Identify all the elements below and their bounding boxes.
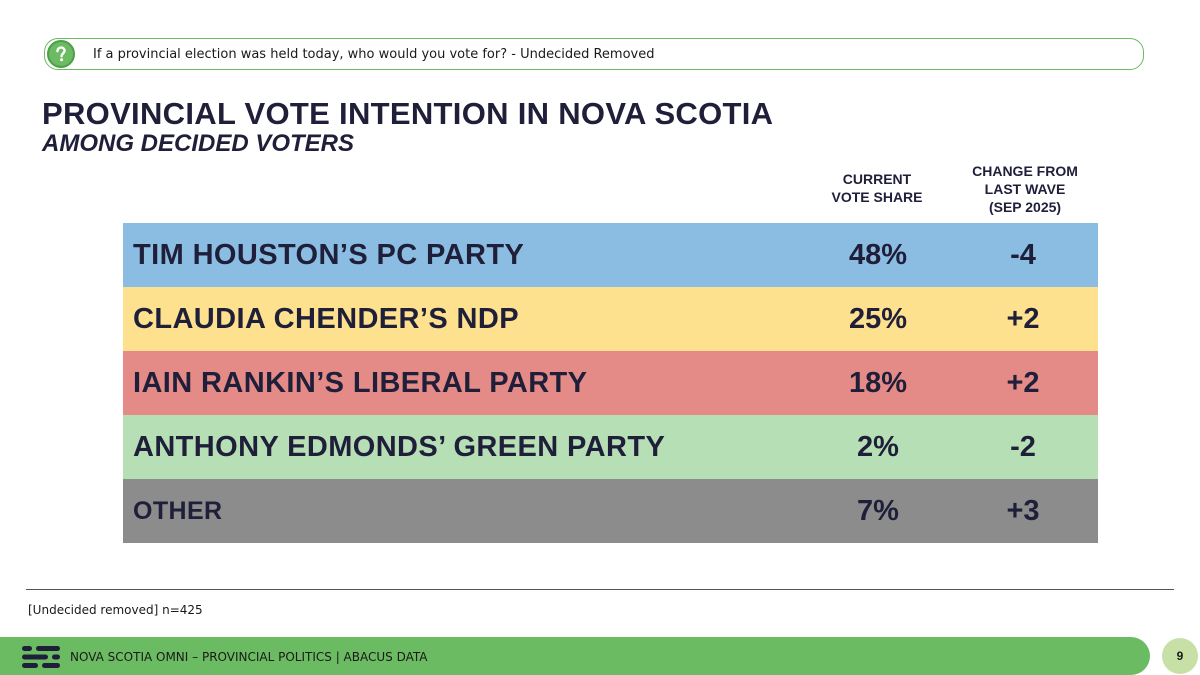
table-row-other: OTHER 7% +3 <box>123 479 1098 543</box>
party-label: ANTHONY EDMONDS’ GREEN PARTY <box>133 430 666 463</box>
page-number: 9 <box>1162 638 1198 674</box>
column-header-vote-share: CURRENT VOTE SHARE <box>812 170 942 206</box>
column-header-line: VOTE SHARE <box>831 189 923 205</box>
column-header-line: CHANGE FROM <box>972 163 1078 179</box>
party-label: TIM HOUSTON’S PC PARTY <box>133 238 525 271</box>
table-row-pc: TIM HOUSTON’S PC PARTY 48% -4 <box>123 223 1098 287</box>
question-bar: If a provincial election was held today,… <box>44 38 1144 70</box>
question-text: If a provincial election was held today,… <box>93 47 655 62</box>
question-icon <box>47 40 75 68</box>
footnote: [Undecided removed] n=425 <box>28 603 203 617</box>
change-value: +3 <box>1006 494 1040 527</box>
column-header-line: (SEP 2025) <box>988 199 1062 215</box>
vote-share-value: 48% <box>848 238 908 271</box>
change-value: -4 <box>1010 238 1036 271</box>
page-subtitle: AMONG DECIDED VOTERS <box>42 130 355 157</box>
change-value: -2 <box>1010 430 1036 463</box>
vote-table: TIM HOUSTON’S PC PARTY 48% -4 CLAUDIA CH… <box>123 223 1098 543</box>
party-label: OTHER <box>133 496 223 525</box>
change-value: +2 <box>1006 366 1040 399</box>
vote-share-value: 2% <box>857 430 899 463</box>
table-row-liberal: IAIN RANKIN’S LIBERAL PARTY 18% +2 <box>123 351 1098 415</box>
abacus-logo-icon <box>22 646 60 668</box>
change-value: +2 <box>1006 302 1040 335</box>
divider <box>26 589 1174 590</box>
vote-share-value: 25% <box>848 302 908 335</box>
footer-text: NOVA SCOTIA OMNI – PROVINCIAL POLITICS |… <box>70 650 428 664</box>
page-title: PROVINCIAL VOTE INTENTION IN NOVA SCOTIA <box>42 96 774 131</box>
table-row-ndp: CLAUDIA CHENDER’S NDP 25% +2 <box>123 287 1098 351</box>
column-header-line: CURRENT <box>842 171 912 187</box>
footer-bar: NOVA SCOTIA OMNI – PROVINCIAL POLITICS |… <box>0 637 1150 675</box>
table-row-green: ANTHONY EDMONDS’ GREEN PARTY 2% -2 <box>123 415 1098 479</box>
party-label: CLAUDIA CHENDER’S NDP <box>133 302 519 335</box>
vote-share-value: 7% <box>857 494 899 527</box>
column-header-line: LAST WAVE <box>984 181 1066 197</box>
column-header-change: CHANGE FROM LAST WAVE (SEP 2025) <box>955 162 1095 216</box>
vote-share-value: 18% <box>848 366 908 399</box>
party-label: IAIN RANKIN’S LIBERAL PARTY <box>133 366 588 399</box>
